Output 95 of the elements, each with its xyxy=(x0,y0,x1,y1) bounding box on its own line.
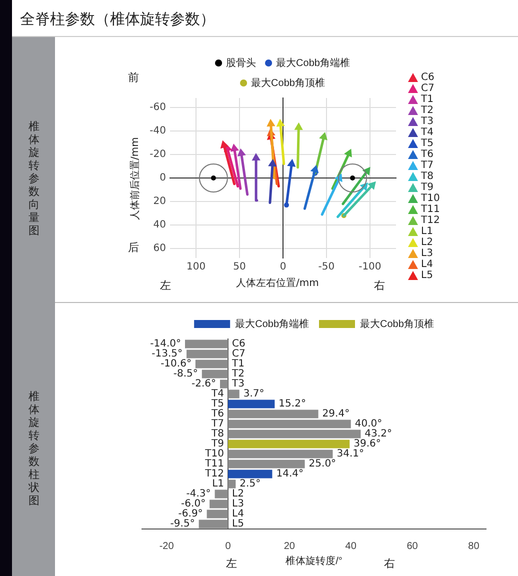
legend-label: 最大Cobb角顶椎 xyxy=(251,76,325,89)
legend-label: 最大Cobb角顶椎 xyxy=(360,318,434,330)
legend-label: T2 xyxy=(421,105,434,116)
data-label: 39.6° xyxy=(354,438,381,450)
y-tick-label: T12 xyxy=(204,468,224,480)
y-tick-label: T7 xyxy=(210,418,224,430)
text: 右 xyxy=(384,557,396,570)
x-axis-title: 椎体旋转度/° xyxy=(286,554,342,567)
bar xyxy=(228,480,236,488)
legend-label: T8 xyxy=(421,171,434,182)
text: 右 xyxy=(374,278,385,293)
x-tick-label: 50 xyxy=(233,262,246,273)
legend-label: T3 xyxy=(421,116,434,127)
y-tick-label: 40 xyxy=(153,220,166,231)
text: 左 xyxy=(226,557,237,570)
bar xyxy=(228,390,240,398)
y-tick-label: L3 xyxy=(232,498,244,510)
data-label: -4.3° xyxy=(186,488,211,500)
data-label: -6.0° xyxy=(181,498,206,510)
x-tick-label: 0 xyxy=(280,262,286,273)
y-tick-label: 0 xyxy=(160,172,166,184)
legend-label: T10 xyxy=(421,193,440,204)
data-label: -13.5° xyxy=(152,348,183,360)
legend-label: 最大Cobb角端椎 xyxy=(235,318,309,330)
y-tick-label: T6 xyxy=(210,408,224,420)
legend-label: T6 xyxy=(421,149,434,160)
data-label: 14.4° xyxy=(276,468,304,480)
y-tick-label: -40 xyxy=(150,126,166,137)
y-tick-label: L5 xyxy=(232,518,244,530)
legend-label: L4 xyxy=(421,259,433,270)
legend-label: T12 xyxy=(421,215,440,226)
legend-label: L5 xyxy=(421,270,433,281)
data-label: 2.5° xyxy=(240,478,261,490)
legend-label: T4 xyxy=(421,127,434,138)
x-tick-label: 80 xyxy=(468,540,480,552)
data-label: -14.0° xyxy=(150,338,181,350)
legend-label: L1 xyxy=(421,226,433,237)
y-tick-label: T8 xyxy=(210,428,224,440)
data-label: -9.5° xyxy=(170,518,195,530)
legend-label: L2 xyxy=(421,237,433,248)
y-tick-label: T9 xyxy=(210,438,224,450)
x-tick-label: 100 xyxy=(186,262,206,273)
legend-label: C7 xyxy=(421,83,434,94)
chart-title: 椎体旋转参数柱状图 xyxy=(28,390,40,507)
legend-label: L3 xyxy=(421,248,433,259)
y-tick-label: T5 xyxy=(210,398,224,410)
legend-label: T11 xyxy=(421,204,440,215)
y-tick-label: T1 xyxy=(231,358,244,370)
legend-label: T1 xyxy=(421,94,434,105)
text: 前 xyxy=(128,70,139,85)
legend-label: T9 xyxy=(421,182,434,193)
bar xyxy=(228,400,275,408)
bar xyxy=(228,470,272,478)
data-label: -2.6° xyxy=(192,378,216,390)
y-tick-label: C6 xyxy=(232,338,246,350)
x-tick-label: 20 xyxy=(284,540,296,552)
y-tick-label: -60 xyxy=(150,102,166,114)
data-label: 34.1° xyxy=(336,448,364,460)
data-label: -8.5° xyxy=(173,368,198,380)
y-tick-label: L2 xyxy=(232,488,244,500)
legend-label: 最大Cobb角端椎 xyxy=(276,56,350,69)
text: 椎体旋转参数向量图 xyxy=(28,120,40,237)
legend-label: C6 xyxy=(421,72,434,83)
legend-label: T7 xyxy=(421,160,434,171)
data-label: 29.4° xyxy=(322,408,350,420)
y-tick-label: -20 xyxy=(150,149,166,160)
text: 后 xyxy=(128,240,139,255)
y-tick-label: 60 xyxy=(153,243,166,254)
y-tick-label: T3 xyxy=(231,378,244,390)
x-tick-label: 60 xyxy=(406,540,418,552)
y-tick-label: C7 xyxy=(232,348,246,360)
y-tick-label: T4 xyxy=(210,388,224,400)
y-axis-title: 人体前后位置/mm xyxy=(128,137,142,220)
data-label: 3.7° xyxy=(243,388,264,400)
data-label: 25.0° xyxy=(308,458,336,470)
data-label: -6.9° xyxy=(178,508,203,520)
y-tick-label: L1 xyxy=(212,478,224,490)
x-tick-label: 40 xyxy=(345,540,357,552)
y-tick-label: 20 xyxy=(153,196,166,208)
data-label: -10.6° xyxy=(160,358,192,370)
y-tick-label: T2 xyxy=(231,368,244,380)
chart-title: 全脊柱参数（椎体旋转参数） xyxy=(20,10,215,29)
data-label: 15.2° xyxy=(278,398,306,410)
x-tick-label: -100 xyxy=(358,262,382,273)
x-tick-label: -50 xyxy=(318,262,335,273)
text: 左 xyxy=(160,278,171,293)
data-label: 43.2° xyxy=(364,428,392,440)
x-axis-title: 人体左右位置/mm xyxy=(236,276,319,290)
legend-label: T5 xyxy=(421,138,434,149)
bar xyxy=(228,440,350,448)
y-tick-label: L4 xyxy=(232,508,244,520)
y-tick-label: T10 xyxy=(204,448,224,460)
data-label: 40.0° xyxy=(354,418,382,430)
y-tick-label: T11 xyxy=(204,458,224,470)
legend-label: 股骨头 xyxy=(226,56,256,69)
